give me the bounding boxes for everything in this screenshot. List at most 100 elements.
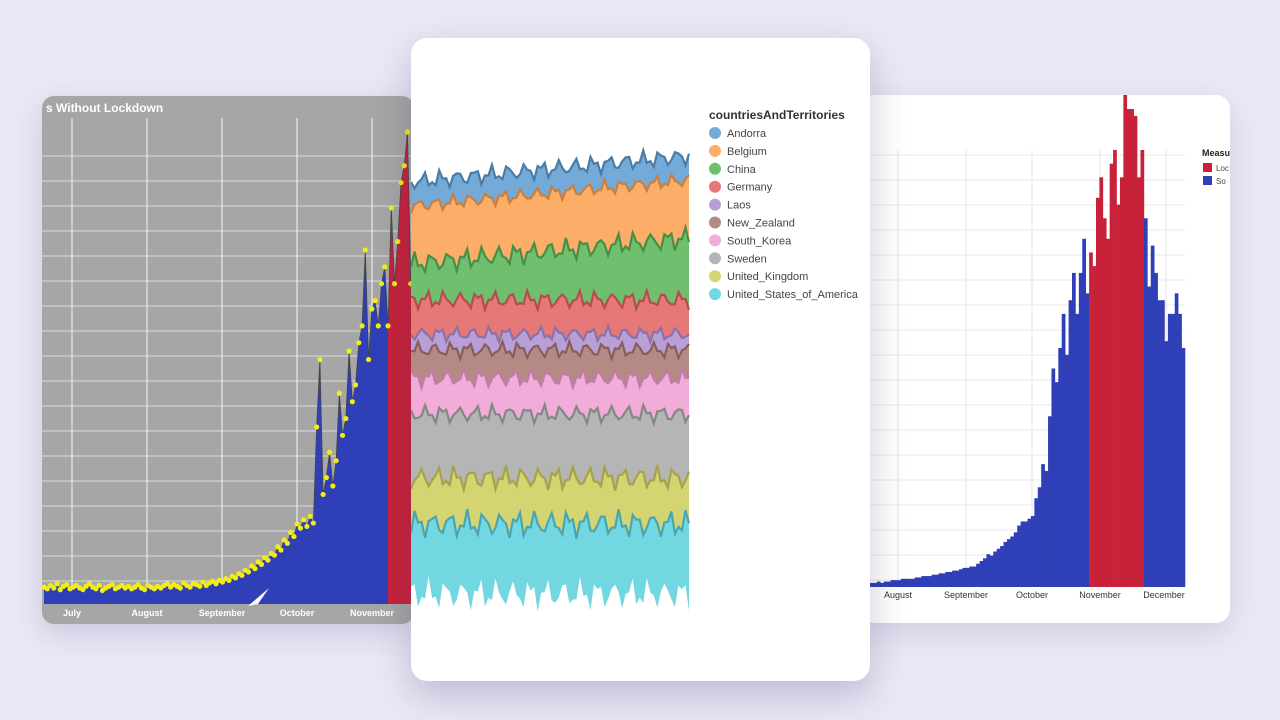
bar xyxy=(1017,525,1021,587)
bar xyxy=(873,582,878,587)
bar xyxy=(887,581,891,587)
legend-swatch xyxy=(709,127,721,139)
data-point xyxy=(44,586,50,592)
bar xyxy=(1013,532,1018,587)
bar xyxy=(924,576,929,587)
x-tick-label: December xyxy=(1143,590,1185,600)
data-point xyxy=(349,399,355,405)
bar xyxy=(1089,252,1093,587)
bar xyxy=(931,574,936,587)
stream-layer-germany xyxy=(411,290,689,342)
data-point xyxy=(93,586,99,592)
bar xyxy=(1051,368,1056,587)
bar xyxy=(1147,286,1152,587)
data-point xyxy=(297,525,304,531)
data-point xyxy=(64,582,70,588)
x-tick-label: November xyxy=(350,608,395,618)
x-tick-label: October xyxy=(1016,590,1048,600)
data-point xyxy=(388,205,394,211)
legend-swatch xyxy=(709,198,721,211)
bar xyxy=(959,569,963,587)
bar xyxy=(1106,238,1110,587)
data-point xyxy=(404,129,411,135)
bar xyxy=(911,578,915,587)
bar xyxy=(1003,541,1008,587)
bar xyxy=(900,578,905,587)
bar xyxy=(938,573,943,587)
bar xyxy=(1082,238,1087,587)
bar xyxy=(1157,300,1162,587)
stream-layer-united-states-of-america xyxy=(411,509,689,612)
bar xyxy=(1109,163,1114,587)
data-point xyxy=(271,552,278,558)
data-point xyxy=(317,356,323,363)
bar xyxy=(955,570,960,587)
bar xyxy=(1078,272,1083,587)
data-point xyxy=(307,513,313,519)
bar xyxy=(1113,150,1117,587)
data-point xyxy=(301,517,307,523)
bar xyxy=(979,561,984,587)
data-point xyxy=(245,569,252,575)
data-point xyxy=(352,382,359,388)
stream-layer-edge xyxy=(411,286,691,314)
data-point xyxy=(275,544,281,550)
data-point xyxy=(213,581,219,587)
legend-label: South_Korea xyxy=(727,235,792,247)
bar xyxy=(945,571,950,587)
data-point xyxy=(330,483,336,489)
legend-swatch xyxy=(709,270,721,283)
data-point xyxy=(294,521,300,527)
bar xyxy=(1030,515,1035,587)
data-point xyxy=(359,323,365,329)
data-point xyxy=(323,474,329,481)
bar xyxy=(989,555,994,587)
bar xyxy=(1006,539,1011,587)
data-point xyxy=(382,264,388,270)
bar xyxy=(1171,313,1176,587)
data-point xyxy=(200,579,206,585)
bar xyxy=(1061,313,1066,587)
data-point xyxy=(96,582,102,589)
data-point xyxy=(320,491,326,498)
bar xyxy=(1181,348,1186,587)
area-lockdown xyxy=(388,132,414,604)
stream-layer-united-kingdom xyxy=(411,465,689,539)
left-chart-card: s Without Lockdown July August September Oc… xyxy=(42,96,414,624)
bar xyxy=(870,582,874,587)
bar xyxy=(883,581,888,587)
data-point xyxy=(142,587,148,593)
data-point xyxy=(239,572,245,578)
x-tick-label: October xyxy=(280,608,315,618)
stream-layer-edge xyxy=(411,323,690,346)
bar xyxy=(897,580,902,587)
data-point xyxy=(164,581,170,587)
legend-swatch xyxy=(709,252,721,265)
bar xyxy=(1072,272,1076,587)
bar xyxy=(1044,470,1049,587)
bar xyxy=(935,574,939,587)
bar xyxy=(1137,177,1141,587)
legend-swatch xyxy=(709,234,721,247)
data-point xyxy=(336,390,342,396)
stream-layer-edge xyxy=(411,223,691,276)
stream-layer-south-korea xyxy=(411,368,689,424)
legend-label-lockdown: Loc xyxy=(1216,164,1229,173)
bar xyxy=(1161,300,1165,587)
data-point xyxy=(265,557,271,563)
bar xyxy=(917,577,922,587)
data-point xyxy=(252,566,258,572)
stream-layer-edge xyxy=(411,146,691,191)
data-point xyxy=(284,540,291,546)
data-point xyxy=(391,281,398,287)
bar xyxy=(1041,464,1045,587)
legend-label: Andorra xyxy=(727,128,767,140)
bar xyxy=(1048,416,1052,587)
data-point xyxy=(288,529,294,535)
data-point xyxy=(197,583,203,589)
data-point xyxy=(57,587,63,593)
data-point xyxy=(187,584,193,590)
bar xyxy=(890,580,895,587)
bar xyxy=(904,578,908,587)
bar xyxy=(986,554,991,587)
